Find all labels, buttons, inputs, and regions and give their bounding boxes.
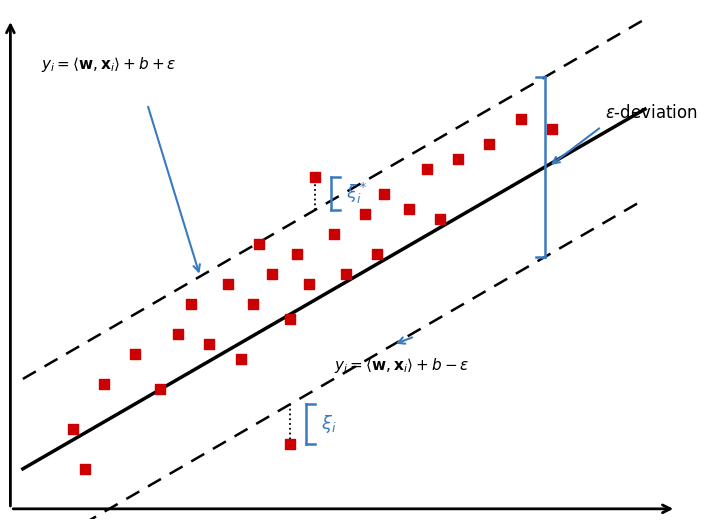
Point <box>403 205 414 213</box>
Point <box>285 315 296 323</box>
Point <box>154 385 165 393</box>
Point <box>378 190 390 198</box>
Point <box>421 165 433 173</box>
Point <box>222 280 234 288</box>
Point <box>285 440 296 448</box>
Text: $\xi_i^*$: $\xi_i^*$ <box>347 180 368 206</box>
Point <box>173 330 184 338</box>
Point <box>79 464 91 473</box>
Point <box>67 425 78 433</box>
Point <box>546 125 557 133</box>
Point <box>185 300 196 308</box>
Point <box>360 210 371 218</box>
Point <box>372 250 383 258</box>
Point <box>266 270 278 278</box>
Point <box>434 215 446 223</box>
Point <box>303 280 315 288</box>
Point <box>254 240 265 248</box>
Point <box>247 300 259 308</box>
Text: $\varepsilon$-deviation: $\varepsilon$-deviation <box>605 104 697 122</box>
Point <box>129 350 141 358</box>
Text: $y_i = \langle \mathbf{w}, \mathbf{x}_i \rangle + b + \varepsilon$: $y_i = \langle \mathbf{w}, \mathbf{x}_i … <box>42 55 177 74</box>
Point <box>328 230 339 238</box>
Point <box>291 250 303 258</box>
Point <box>515 115 526 123</box>
Point <box>484 140 495 148</box>
Point <box>341 270 352 278</box>
Point <box>309 173 321 181</box>
Text: $\xi_i$: $\xi_i$ <box>321 413 337 435</box>
Point <box>235 355 247 363</box>
Point <box>98 380 109 388</box>
Point <box>452 155 464 163</box>
Text: $y_i = \langle \mathbf{w}, \mathbf{x}_i \rangle + b - \varepsilon$: $y_i = \langle \mathbf{w}, \mathbf{x}_i … <box>334 357 470 376</box>
Point <box>203 340 215 348</box>
